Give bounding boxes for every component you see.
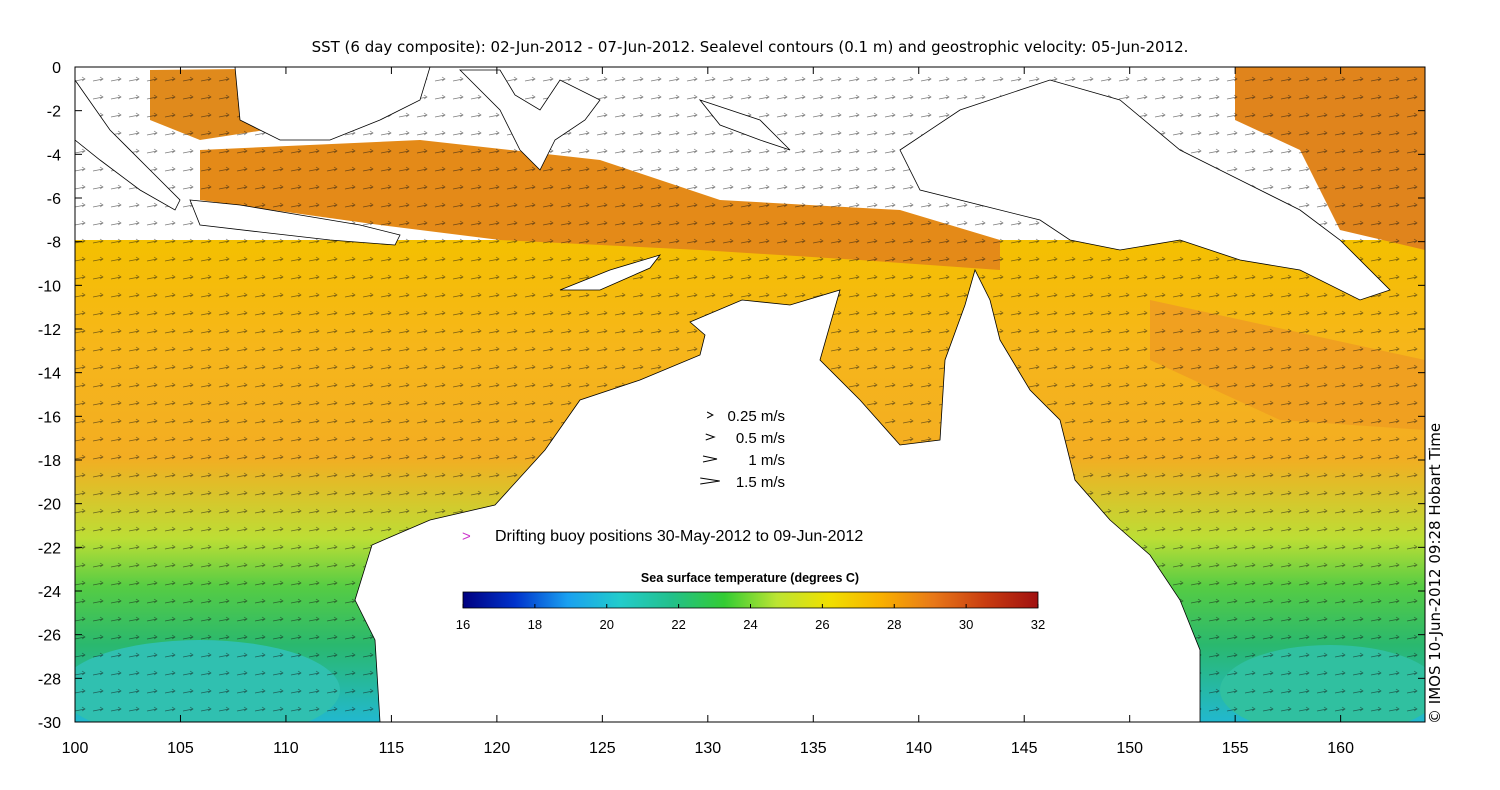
buoy-symbol-icon: > bbox=[462, 528, 471, 545]
colorbar-tick-label: 30 bbox=[959, 617, 973, 632]
colorbar-tick-label: 16 bbox=[456, 617, 470, 632]
x-tick-label: 130 bbox=[694, 740, 721, 757]
velocity-scale-label: 0.25 m/s bbox=[727, 408, 785, 425]
y-tick-label: -20 bbox=[38, 497, 61, 514]
colorbar-tick-label: 26 bbox=[815, 617, 829, 632]
java-landmass bbox=[189, 199, 401, 246]
velocity-scale-label: 0.5 m/s bbox=[736, 430, 785, 447]
colorbar-title: Sea surface temperature (degrees C) bbox=[641, 571, 859, 585]
halmahera-landmass bbox=[698, 99, 791, 151]
y-tick-label: -6 bbox=[47, 191, 61, 208]
plot-area bbox=[75, 67, 1425, 722]
y-tick-label: -26 bbox=[38, 628, 61, 645]
velocity-scale-arrow-icon bbox=[700, 477, 720, 485]
velocity-scale-arrow-icon bbox=[702, 455, 718, 463]
colorbar-ticks: 16 18 20 22 24 26 28 30 32 bbox=[456, 604, 1045, 632]
plot-frame bbox=[74, 66, 1426, 723]
y-tick-label: -10 bbox=[38, 278, 61, 295]
velocity-scale-arrow-icon bbox=[706, 411, 714, 419]
y-tick-label: -16 bbox=[38, 409, 61, 426]
y-axis: 0 -2 -4 -6 -8 -10 -12 -14 -16 -18 -20 -22 -24 -26 -28 -… bbox=[38, 60, 1425, 732]
buoy-legend-label: Drifting buoy positions 30-May-2012 to 0… bbox=[495, 528, 863, 545]
x-tick-label: 140 bbox=[905, 740, 932, 757]
figure-title: SST (6 day composite): 02-Jun-2012 - 07-… bbox=[312, 38, 1189, 56]
velocity-legend: 0.25 m/s 0.5 m/s 1 m/s 1.5 m/s bbox=[700, 408, 785, 491]
borneo-landmass bbox=[234, 67, 431, 141]
credit-text: © IMOS 10-Jun-2012 09:28 Hobart Time bbox=[1426, 423, 1444, 724]
x-tick-label: 150 bbox=[1116, 740, 1143, 757]
timor-landmass bbox=[559, 254, 662, 291]
x-tick-label: 135 bbox=[800, 740, 827, 757]
velocity-scale-label: 1.5 m/s bbox=[736, 474, 785, 491]
velocity-scale-label: 1 m/s bbox=[748, 452, 785, 469]
y-tick-label: -22 bbox=[38, 540, 61, 557]
colorbar-tick-label: 22 bbox=[671, 617, 685, 632]
x-tick-label: 115 bbox=[379, 740, 405, 757]
y-tick-label: -4 bbox=[47, 147, 61, 164]
colorbar-tick-label: 32 bbox=[1031, 617, 1045, 632]
y-tick-label: -18 bbox=[38, 453, 61, 470]
y-tick-label: -8 bbox=[47, 235, 61, 252]
x-tick-label: 125 bbox=[589, 740, 616, 757]
y-tick-label: -30 bbox=[38, 715, 61, 732]
y-tick-label: -2 bbox=[47, 104, 61, 121]
x-tick-label: 145 bbox=[1011, 740, 1038, 757]
y-tick-label: -14 bbox=[38, 366, 61, 383]
velocity-scale-arrow-icon bbox=[705, 433, 716, 441]
buoy-legend: > Drifting buoy positions 30-May-2012 to… bbox=[462, 528, 863, 545]
y-tick-label: -12 bbox=[38, 322, 61, 339]
x-tick-label: 105 bbox=[167, 740, 194, 757]
y-tick-label: -28 bbox=[38, 671, 61, 688]
x-tick-label: 100 bbox=[62, 740, 89, 757]
sumatra-landmass bbox=[75, 79, 181, 211]
new-guinea-landmass bbox=[899, 79, 1391, 301]
colorbar-tick-label: 18 bbox=[528, 617, 542, 632]
colorbar-tick-label: 28 bbox=[887, 617, 901, 632]
x-tick-label: 110 bbox=[273, 740, 299, 757]
x-tick-label: 160 bbox=[1327, 740, 1354, 757]
sulawesi-landmass bbox=[459, 69, 601, 171]
australia-landmass bbox=[354, 268, 1201, 722]
colorbar-tick-label: 20 bbox=[600, 617, 614, 632]
x-tick-label: 120 bbox=[484, 740, 511, 757]
colorbar: Sea surface temperature (degrees C) 16 18… bbox=[456, 571, 1045, 632]
y-tick-label: 0 bbox=[52, 60, 61, 77]
colorbar-tick-label: 24 bbox=[743, 617, 757, 632]
x-axis: 100 105 110 115 120 125 130 135 140 145 150 155 160 bbox=[62, 67, 1354, 757]
y-tick-label: -24 bbox=[38, 584, 61, 601]
x-tick-label: 155 bbox=[1222, 740, 1249, 757]
